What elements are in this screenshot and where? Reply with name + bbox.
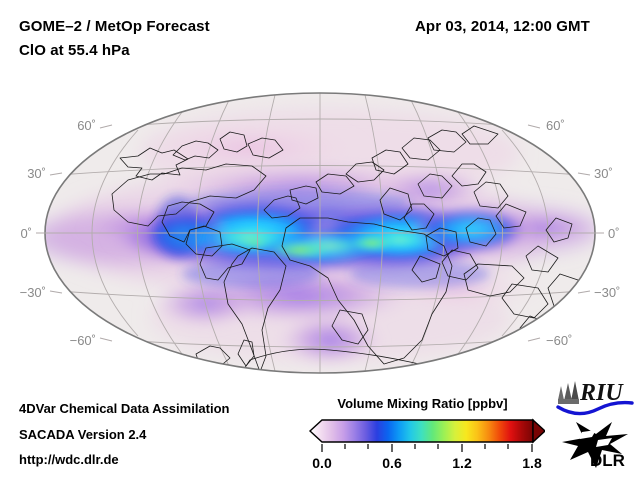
latitude-tick-marks xyxy=(36,124,604,342)
data-field-layer xyxy=(45,108,595,368)
lat-label-left-m30: −30˚ xyxy=(20,285,46,300)
cbar-tick-3: 1.8 xyxy=(522,455,542,471)
logo-block: RIU DLR xyxy=(552,370,640,470)
lat-label-left-m60: −60˚ xyxy=(70,333,96,348)
colorbar-max-arrow xyxy=(532,418,545,444)
map-svg: 60˚ 30˚ 0˚ −30˚ −60˚ 60˚ 30˚ 0˚ −30˚ −60… xyxy=(20,92,621,374)
riu-logo: RIU xyxy=(556,380,634,416)
footer-line-url: http://wdc.dlr.de xyxy=(19,452,119,467)
cbar-tick-2: 1.2 xyxy=(452,455,472,471)
colorbar-ramp xyxy=(308,419,534,443)
dlr-logo-text: DLR xyxy=(590,451,625,470)
world-map-figure: 60˚ 30˚ 0˚ −30˚ −60˚ 60˚ 30˚ 0˚ −30˚ −60… xyxy=(0,78,640,388)
title-line-species: ClO at 55.4 hPa xyxy=(19,42,130,59)
graticule xyxy=(45,93,595,373)
lat-label-right-60: 60˚ xyxy=(546,118,565,133)
colorbar-svg: 0.0 0.6 1.2 1.8 xyxy=(308,418,545,471)
lat-label-left-60: 60˚ xyxy=(77,118,96,133)
lat-label-right-30: 30˚ xyxy=(594,166,613,181)
lat-label-right-m30: −30˚ xyxy=(594,285,620,300)
latitude-labels: 60˚ 30˚ 0˚ −30˚ −60˚ 60˚ 30˚ 0˚ −30˚ −60… xyxy=(20,118,621,348)
date-stamp: Apr 03, 2014, 12:00 GMT xyxy=(415,18,590,35)
dlr-logo: DLR xyxy=(562,422,628,470)
colorbar: Volume Mixing Ratio [ppbv] 0.0 0.6 1.2 1… xyxy=(300,396,545,472)
lat-label-left-0: 0˚ xyxy=(20,226,32,241)
footer-line-method: 4DVar Chemical Data Assimilation xyxy=(19,401,230,416)
logos-svg: RIU DLR xyxy=(556,380,634,470)
coastlines xyxy=(111,125,587,373)
lat-label-left-30: 30˚ xyxy=(27,166,46,181)
cbar-tick-1: 0.6 xyxy=(382,455,402,471)
title-line-instrument: GOME–2 / MetOp Forecast xyxy=(19,18,210,35)
colorbar-ticks xyxy=(321,444,533,452)
colorbar-tick-labels: 0.0 0.6 1.2 1.8 xyxy=(312,455,542,471)
colorbar-title: Volume Mixing Ratio [ppbv] xyxy=(337,396,508,411)
lat-label-right-0: 0˚ xyxy=(608,226,620,241)
footer-line-version: SACADA Version 2.4 xyxy=(19,427,147,442)
lat-label-right-m60: −60˚ xyxy=(546,333,572,348)
cbar-tick-0: 0.0 xyxy=(312,455,332,471)
